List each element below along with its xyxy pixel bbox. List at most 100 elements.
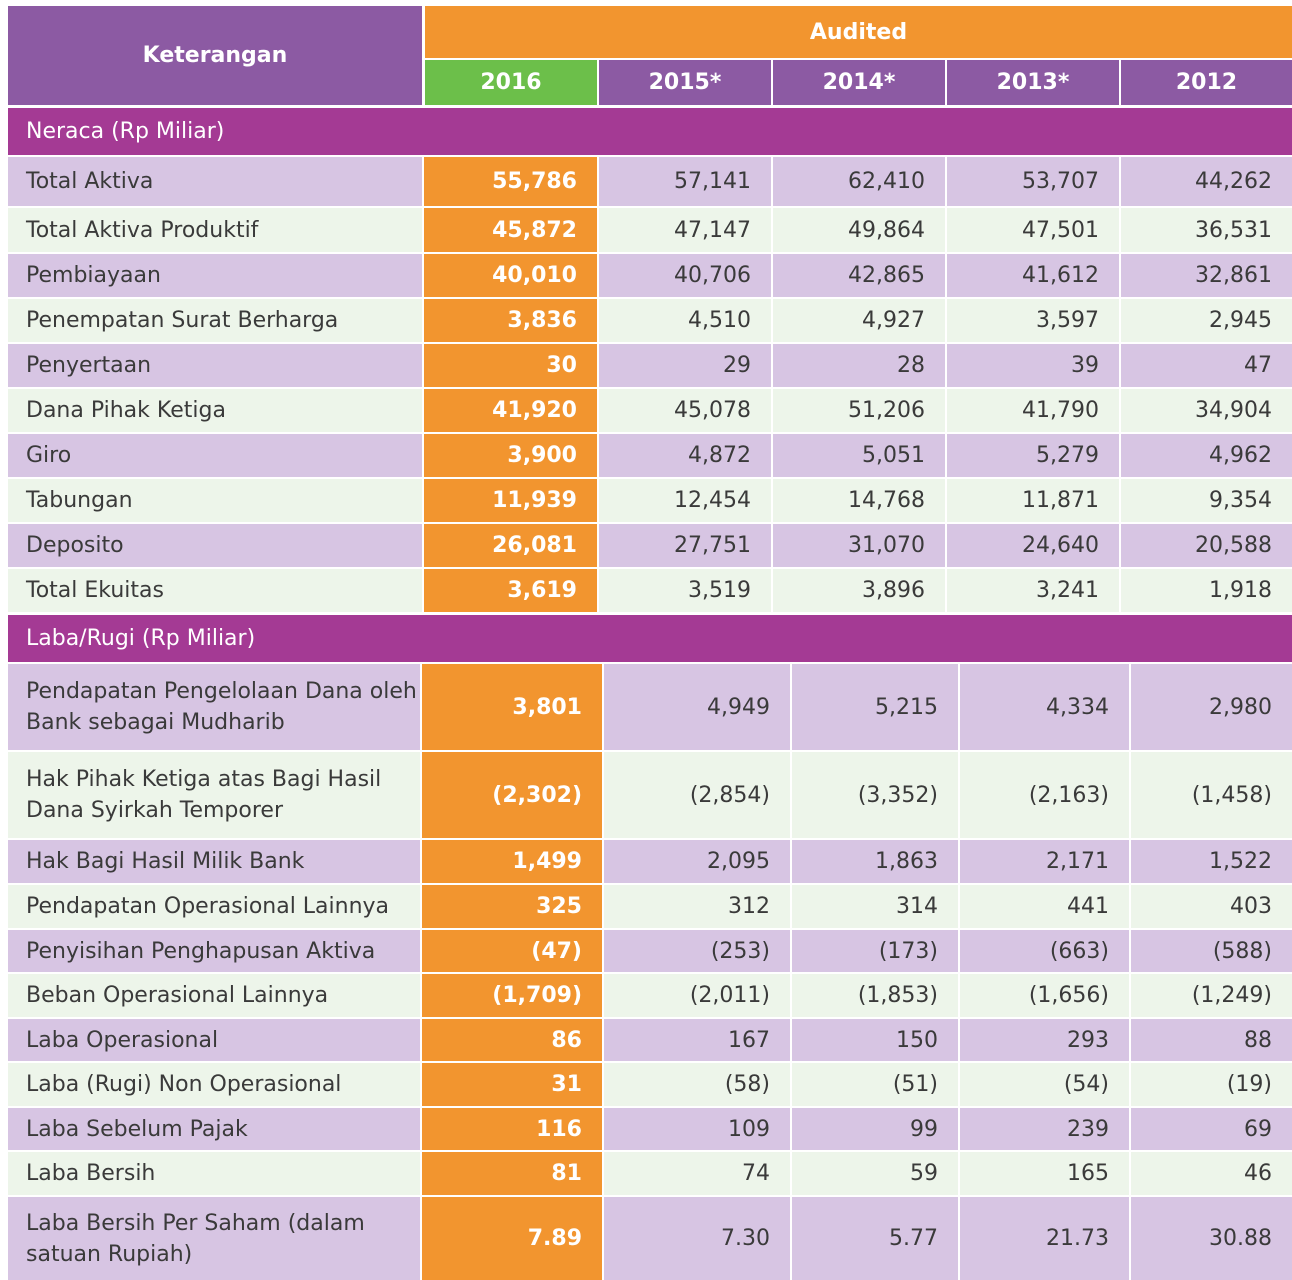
- table-row: Laba Sebelum Pajak 116 109 99 239 69: [8, 1108, 1292, 1150]
- value-2014: (3,352): [792, 752, 958, 838]
- value-2015: (2,011): [604, 974, 790, 1017]
- row-label: Laba Operasional: [8, 1019, 420, 1061]
- value-2014: 99: [792, 1108, 958, 1150]
- value-2012: 1,522: [1131, 840, 1292, 883]
- row-label-line: satuan Rupiah): [26, 1241, 193, 1267]
- table-row: Laba Bersih 81 74 59 165 46: [8, 1152, 1292, 1195]
- value-2015: 57,141: [599, 157, 771, 206]
- value-2015: 4,949: [604, 664, 790, 750]
- value-2012: 32,861: [1121, 254, 1292, 297]
- value-2013: (663): [960, 930, 1129, 972]
- row-label: Dana Pihak Ketiga: [8, 389, 422, 432]
- value-2016: 31: [422, 1063, 602, 1106]
- value-2013: 41,790: [947, 389, 1119, 432]
- table-row: Dana Pihak Ketiga 41,920 45,078 51,206 4…: [8, 389, 1292, 432]
- table-row: Hak Pihak Ketiga atas Bagi Hasil Dana Sy…: [8, 752, 1292, 838]
- value-2015: (58): [604, 1063, 790, 1106]
- value-2012: 47: [1121, 344, 1292, 387]
- value-2012: 30.88: [1131, 1197, 1292, 1280]
- value-2014: 49,864: [773, 208, 945, 252]
- table-row: Giro 3,900 4,872 5,051 5,279 4,962: [8, 434, 1292, 477]
- row-label: Deposito: [8, 524, 422, 567]
- value-2015: 7.30: [604, 1197, 790, 1280]
- section-labarugi-title: Laba/Rugi (Rp Miliar): [8, 615, 1292, 662]
- row-label-line: Laba Bersih Per Saham (dalam: [26, 1210, 365, 1236]
- row-label: Giro: [8, 434, 422, 477]
- table-row: Total Ekuitas 3,619 3,519 3,896 3,241 1,…: [8, 569, 1292, 612]
- value-2015: 167: [604, 1019, 790, 1061]
- value-2015: 74: [604, 1152, 790, 1195]
- value-2013: 3,241: [947, 569, 1119, 612]
- value-2015: 45,078: [599, 389, 771, 432]
- value-2013: 41,612: [947, 254, 1119, 297]
- value-2012: 69: [1131, 1108, 1292, 1150]
- value-2016: 41,920: [424, 389, 597, 432]
- value-2013: 53,707: [947, 157, 1119, 206]
- value-2014: 150: [792, 1019, 958, 1061]
- value-2013: 39: [947, 344, 1119, 387]
- value-2016: 81: [422, 1152, 602, 1195]
- header-audited: Audited: [425, 6, 1292, 58]
- value-2012: 1,918: [1121, 569, 1292, 612]
- value-2015: 27,751: [599, 524, 771, 567]
- value-2013: 5,279: [947, 434, 1119, 477]
- value-2016: 116: [422, 1108, 602, 1150]
- value-2013: 21.73: [960, 1197, 1129, 1280]
- table-row: Penyertaan 30 29 28 39 47: [8, 344, 1292, 387]
- value-2016: 26,081: [424, 524, 597, 567]
- value-2014: 314: [792, 885, 958, 928]
- value-2015: (253): [604, 930, 790, 972]
- header-year-2013: 2013*: [947, 60, 1119, 105]
- row-label: Beban Operasional Lainnya: [8, 974, 420, 1017]
- value-2014: 28: [773, 344, 945, 387]
- row-label: Hak Bagi Hasil Milik Bank: [8, 840, 420, 883]
- row-label: Laba Bersih Per Saham (dalam satuan Rupi…: [8, 1197, 420, 1280]
- table-row: Deposito 26,081 27,751 31,070 24,640 20,…: [8, 524, 1292, 567]
- value-2012: (1,249): [1131, 974, 1292, 1017]
- value-2016: 3,801: [422, 664, 602, 750]
- value-2016: 55,786: [424, 157, 597, 206]
- value-2012: 34,904: [1121, 389, 1292, 432]
- value-2014: (51): [792, 1063, 958, 1106]
- value-2016: 3,836: [424, 299, 597, 342]
- value-2013: 47,501: [947, 208, 1119, 252]
- header-year-2015: 2015*: [599, 60, 771, 105]
- value-2014: 5,051: [773, 434, 945, 477]
- value-2016: 3,900: [424, 434, 597, 477]
- value-2014: 4,927: [773, 299, 945, 342]
- table-row: Total Aktiva 55,786 57,141 62,410 53,707…: [8, 157, 1292, 206]
- row-label: Total Ekuitas: [8, 569, 422, 612]
- value-2016: 11,939: [424, 479, 597, 522]
- value-2013: 293: [960, 1019, 1129, 1061]
- row-label-line: Pendapatan Pengelolaan Dana oleh: [26, 679, 417, 704]
- value-2014: 5,215: [792, 664, 958, 750]
- table-row: Penyisihan Penghapusan Aktiva (47) (253)…: [8, 930, 1292, 972]
- value-2013: 2,171: [960, 840, 1129, 883]
- row-label: Pendapatan Operasional Lainnya: [8, 885, 420, 928]
- table-row: Tabungan 11,939 12,454 14,768 11,871 9,3…: [8, 479, 1292, 522]
- value-2016: (47): [422, 930, 602, 972]
- value-2016: 86: [422, 1019, 602, 1061]
- row-label: Laba Bersih: [8, 1152, 420, 1195]
- value-2012: 2,945: [1121, 299, 1292, 342]
- value-2013: 4,334: [960, 664, 1129, 750]
- value-2012: 4,962: [1121, 434, 1292, 477]
- table-row: Laba Operasional 86 167 150 293 88: [8, 1019, 1292, 1061]
- row-label: Total Aktiva: [8, 157, 422, 206]
- table-row: Beban Operasional Lainnya (1,709) (2,011…: [8, 974, 1292, 1017]
- value-2013: 24,640: [947, 524, 1119, 567]
- section-neraca-title: Neraca (Rp Miliar): [8, 108, 1292, 155]
- value-2015: 109: [604, 1108, 790, 1150]
- value-2016: 3,619: [424, 569, 597, 612]
- value-2015: 29: [599, 344, 771, 387]
- row-label: Penempatan Surat Berharga: [8, 299, 422, 342]
- value-2014: 14,768: [773, 479, 945, 522]
- row-label: Penyisihan Penghapusan Aktiva: [8, 930, 420, 972]
- value-2015: 312: [604, 885, 790, 928]
- value-2013: (1,656): [960, 974, 1129, 1017]
- value-2016: 1,499: [422, 840, 602, 883]
- header-keterangan: Keterangan: [8, 6, 422, 105]
- value-2012: 36,531: [1121, 208, 1292, 252]
- value-2012: (1,458): [1131, 752, 1292, 838]
